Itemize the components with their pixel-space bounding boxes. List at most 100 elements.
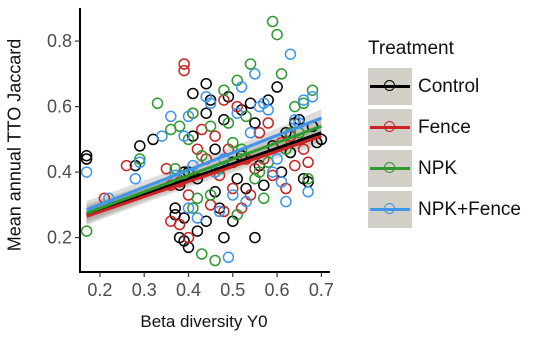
point-control [218, 231, 230, 244]
point-control [258, 179, 270, 191]
point-npk [271, 28, 283, 41]
point-npk-fence [280, 195, 292, 208]
legend-label-npk-fence: NPK+Fence [418, 198, 521, 220]
point-fence [297, 143, 310, 155]
point-fence [231, 100, 243, 113]
point-control [315, 133, 328, 146]
point-npk [196, 248, 208, 260]
legend-key-fence [368, 109, 412, 146]
point-npk [134, 153, 146, 165]
fit-line-fence [86, 134, 322, 218]
legend-label-control: Control [418, 75, 480, 97]
point-fence [227, 182, 239, 195]
legend: Treatment Control Fence NPK NPK+Fence [368, 38, 540, 230]
legend-label-fence: Fence [418, 116, 471, 138]
point-npk-fence [249, 68, 261, 80]
point-npk [253, 166, 266, 178]
point-npk-fence [165, 110, 177, 123]
x-tick-label: 0.6 [265, 280, 290, 300]
point-npk [173, 120, 186, 133]
point-control [271, 81, 283, 93]
legend-item-control: Control [368, 66, 540, 107]
point-npk [151, 97, 164, 110]
legend-item-npk: NPK [368, 148, 540, 189]
point-fence [289, 159, 301, 172]
point-npk-fence [284, 48, 297, 60]
x-tick-label: 0.5 [220, 280, 245, 300]
point-npk [80, 225, 93, 237]
legend-key-npk [368, 150, 412, 187]
x-axis-title: Beta diversity Y0 [140, 312, 268, 331]
point-fence [302, 156, 314, 169]
point-npk [204, 189, 217, 201]
point-npk [231, 208, 243, 221]
point-control [169, 202, 181, 214]
point-npk-fence [191, 212, 204, 224]
point-fence [218, 205, 230, 218]
y-tick-label: 0.8 [47, 31, 72, 51]
x-tick-label: 0.3 [132, 280, 157, 300]
point-fence [253, 127, 266, 139]
point-control [249, 117, 261, 129]
point-control [293, 113, 305, 126]
point-fence [173, 218, 186, 231]
plot-area [80, 15, 328, 267]
legend-label-npk: NPK [418, 157, 458, 179]
legend-point-npk [384, 162, 395, 173]
point-npk-fence [306, 91, 319, 103]
legend-key-control [368, 68, 412, 105]
legend-point-control [384, 80, 395, 91]
point-npk-fence [178, 130, 190, 142]
point-npk [227, 136, 239, 149]
point-npk-fence [271, 153, 283, 165]
x-tick-label: 0.7 [309, 280, 334, 300]
point-npk-fence [231, 107, 243, 119]
point-npk-fence [266, 166, 279, 178]
point-npk [196, 149, 208, 162]
point-npk-fence [182, 110, 195, 123]
point-npk [209, 254, 221, 267]
x-tick-label: 0.4 [176, 280, 201, 300]
legend-key-npk-fence [368, 191, 412, 228]
fit-line-npk [86, 124, 322, 215]
point-fence [209, 130, 221, 142]
point-npk-fence [80, 166, 93, 178]
point-npk [275, 68, 288, 80]
point-npk-fence [275, 176, 288, 188]
point-fence [266, 169, 279, 182]
point-npk [244, 58, 257, 70]
point-npk [191, 192, 204, 205]
point-control [80, 149, 93, 162]
point-npk-fence [262, 104, 274, 116]
x-tick-label: 0.2 [87, 280, 112, 300]
point-npk-fence [302, 186, 314, 198]
point-control [200, 107, 212, 119]
point-npk-fence [204, 97, 217, 110]
point-fence [204, 199, 217, 211]
y-tick-label: 0.6 [47, 97, 72, 117]
point-npk-fence [240, 195, 252, 208]
point-npk [258, 192, 270, 205]
y-axis-title-wrap: Mean annual TTO Jaccard [0, 0, 30, 290]
y-axis-title: Mean annual TTO Jaccard [4, 38, 25, 252]
axes: 0.2 0.3 0.4 0.5 0.6 0.7 0.2 0.4 0.6 0.8 [47, 8, 334, 300]
legend-item-fence: Fence [368, 107, 540, 148]
point-control [187, 87, 199, 100]
point-npk [204, 120, 217, 133]
point-npk [218, 84, 230, 96]
fit-line-control [86, 131, 322, 217]
point-control [209, 143, 221, 155]
point-control [249, 231, 261, 244]
point-fence [182, 231, 195, 244]
point-npk-fence [213, 205, 226, 218]
point-npk-fence [244, 127, 257, 139]
point-control [200, 77, 212, 90]
point-npk [222, 117, 235, 129]
point-fence [178, 58, 190, 70]
point-npk-fence [227, 189, 239, 201]
point-npk [306, 84, 319, 96]
point-npk-fence [235, 81, 248, 93]
point-control [80, 153, 93, 165]
point-fence [120, 159, 133, 172]
